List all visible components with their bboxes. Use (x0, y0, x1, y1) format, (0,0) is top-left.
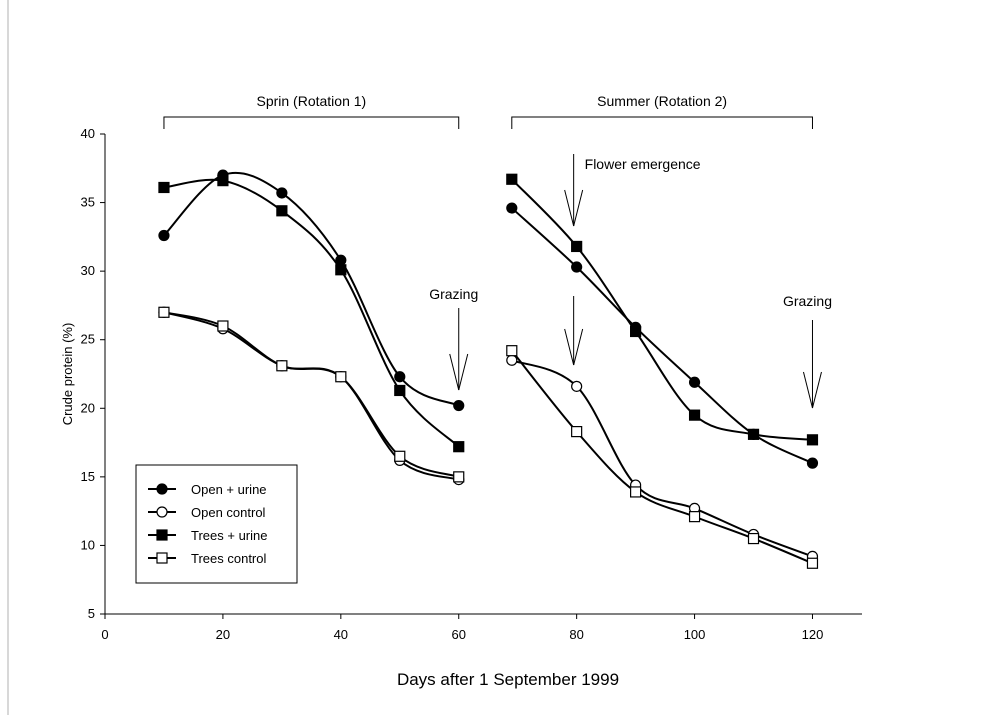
legend-marker-trees-urine (156, 529, 168, 541)
x-axis-ticks: 0 20 40 60 80 100 120 (101, 614, 823, 642)
arrow-head (564, 328, 584, 366)
data-point-trees-urine (747, 428, 760, 440)
series-line-trees-urine (511, 178, 813, 441)
data-point-trees-urine (217, 175, 229, 187)
data-point-open-urine (506, 202, 518, 214)
series-line-open-control (163, 311, 460, 481)
flower-emergence-label: Flower emergence (585, 156, 701, 172)
data-point-trees-urine (335, 264, 347, 276)
data-point-open-urine (806, 457, 819, 469)
grazing-label: Grazing (783, 293, 832, 309)
data-point-open-control (506, 354, 518, 366)
data-point-trees-urine (571, 240, 583, 253)
data-point-open-control (571, 380, 583, 392)
data-point-trees-control (335, 371, 347, 383)
y-tick-label: 40 (81, 126, 95, 141)
y-axis-ticks: 5 10 15 20 25 30 35 40 (81, 126, 105, 621)
legend: Open + urine Open control Trees + urine Tre… (135, 464, 298, 584)
data-point-trees-urine (276, 205, 288, 217)
data-point-trees-control (217, 320, 229, 332)
data-point-open-urine (688, 376, 701, 388)
series-line-trees-control (511, 350, 813, 565)
arrow-head (802, 371, 822, 409)
series-line-open-control (511, 359, 813, 558)
data-point-trees-control (806, 557, 819, 569)
legend-label: Trees + urine (191, 528, 267, 543)
period-brackets: Sprin (Rotation 1) Summer (Rotation 2) (163, 93, 813, 129)
y-tick-label: 35 (81, 195, 95, 210)
data-point-trees-control (453, 471, 465, 483)
arrow-head (564, 189, 584, 227)
legend-label: Open + urine (191, 482, 267, 497)
series-layer (158, 169, 819, 569)
data-point-open-urine (453, 399, 465, 412)
x-tick-label: 80 (569, 627, 583, 642)
grazing-label: Grazing (429, 286, 478, 302)
y-tick-label: 15 (81, 469, 95, 484)
x-axis-title: Days after 1 September 1999 (397, 670, 619, 689)
data-point-trees-control (506, 345, 518, 357)
series-line-open-urine (163, 171, 460, 407)
x-tick-label: 120 (802, 627, 824, 642)
data-point-trees-control (394, 450, 406, 462)
data-point-trees-urine (158, 181, 170, 194)
arrow-head (449, 353, 469, 391)
x-tick-label: 0 (101, 627, 108, 642)
data-point-trees-urine (453, 441, 465, 453)
data-point-trees-urine (506, 173, 518, 185)
period-label: Sprin (Rotation 1) (256, 93, 366, 109)
x-tick-label: 40 (334, 627, 348, 642)
data-point-trees-urine (806, 434, 819, 446)
period-bracket (163, 116, 460, 129)
data-point-open-urine (571, 261, 583, 273)
y-tick-label: 25 (81, 332, 95, 347)
series-line-trees-control (163, 311, 460, 478)
markers-layer (158, 169, 819, 569)
series-line-open-urine (511, 207, 813, 465)
period-label: Summer (Rotation 2) (597, 93, 727, 109)
legend-label: Trees control (191, 551, 266, 566)
y-tick-label: 10 (81, 537, 95, 552)
data-point-open-urine (335, 254, 347, 266)
data-point-trees-control (276, 360, 288, 372)
y-axis-title: Crude protein (%) (60, 323, 75, 426)
x-tick-label: 60 (452, 627, 466, 642)
legend-marker-trees-control (156, 552, 168, 564)
legend-marker-open-urine (156, 483, 168, 495)
y-tick-label: 30 (81, 263, 95, 278)
data-point-trees-urine (688, 409, 701, 421)
data-point-open-urine (394, 371, 406, 383)
legend-label: Open control (191, 505, 266, 520)
data-point-trees-control (747, 532, 760, 545)
data-point-trees-urine (394, 384, 406, 397)
data-point-open-urine (158, 229, 170, 242)
x-tick-label: 20 (216, 627, 230, 642)
data-point-open-urine (276, 187, 288, 199)
data-point-trees-control (571, 426, 583, 438)
y-tick-label: 20 (81, 400, 95, 415)
annotations: Flower emergence Grazing Grazing (429, 154, 832, 409)
data-point-trees-control (688, 511, 701, 523)
x-tick-label: 100 (684, 627, 706, 642)
legend-marker-open-control (156, 506, 168, 518)
data-point-trees-urine (630, 325, 642, 338)
data-point-trees-control (158, 306, 170, 318)
y-tick-label: 5 (88, 606, 95, 621)
axes (104, 134, 862, 615)
period-bracket (511, 116, 813, 129)
data-point-trees-control (630, 486, 642, 498)
